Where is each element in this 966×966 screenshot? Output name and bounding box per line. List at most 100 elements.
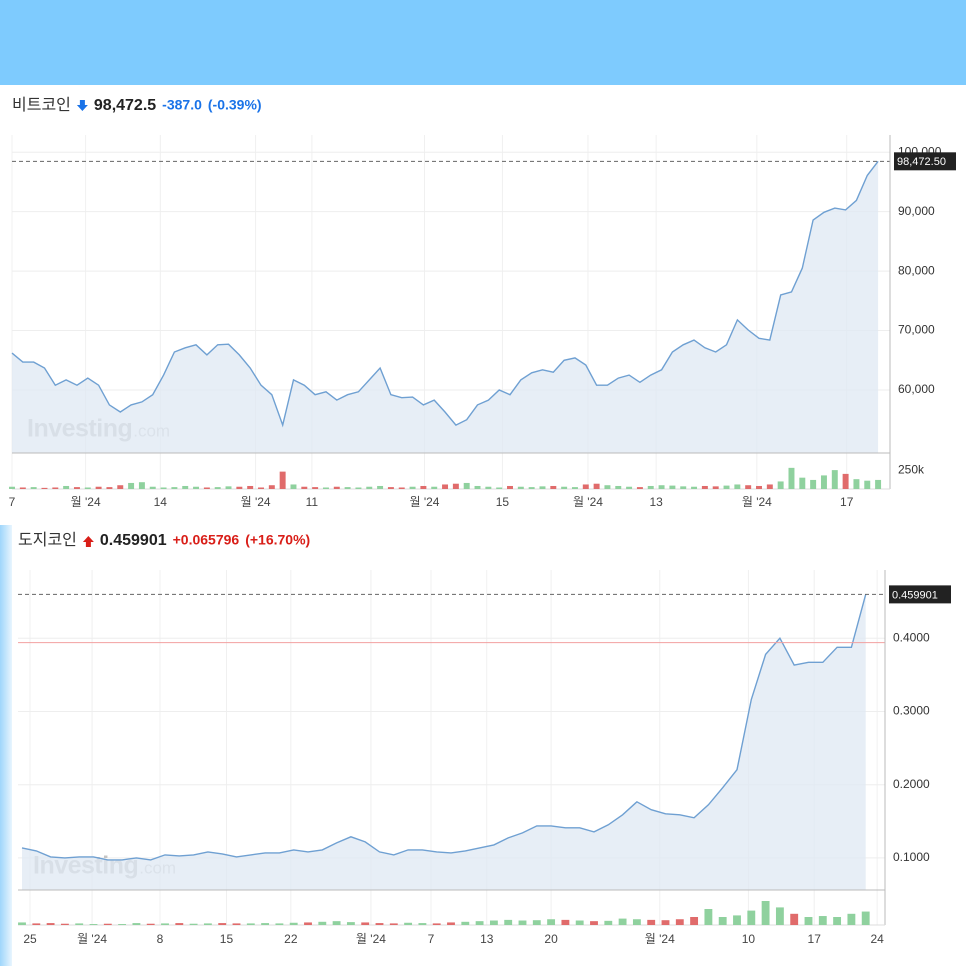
x-tick-label: 13	[649, 495, 663, 509]
volume-bar	[452, 483, 459, 489]
volume-bar	[318, 921, 327, 925]
volume-tick-label: 250k	[898, 462, 925, 476]
volume-bar	[690, 917, 699, 925]
volume-bar	[820, 475, 827, 489]
volume-bar	[496, 487, 503, 489]
x-tick-label: 월 '24	[77, 932, 107, 946]
price-area	[22, 594, 866, 890]
volume-bar	[149, 486, 156, 489]
volume-bar	[528, 487, 535, 489]
x-tick-label: 월 '24	[645, 932, 675, 946]
volume-bar	[790, 913, 799, 925]
volume-bar	[175, 923, 184, 925]
volume-bar	[810, 479, 817, 489]
price-line	[11, 160, 879, 428]
volume-bar	[261, 923, 270, 925]
volume-bar	[463, 482, 470, 489]
volume-bar	[103, 923, 112, 925]
volume-bar	[332, 921, 341, 925]
change-percent: (+16.70%)	[245, 532, 310, 548]
volume-bar	[30, 487, 37, 489]
volume-bar	[636, 487, 643, 489]
price-area	[12, 161, 879, 454]
volume-bar	[507, 485, 513, 489]
volume-bar	[366, 486, 373, 489]
volume-bar	[766, 484, 773, 489]
volume-bar	[387, 487, 394, 489]
volume-bar	[236, 486, 243, 489]
volume-bar	[590, 921, 598, 925]
y-tick-label: 0.2000	[893, 777, 930, 791]
x-tick-label: 10	[742, 932, 756, 946]
x-tick-label: 월 '24	[356, 932, 386, 946]
volume-bar	[19, 487, 26, 489]
volume-bar	[218, 923, 227, 925]
volume-bar	[246, 923, 255, 925]
volume-bar	[447, 922, 455, 925]
volume-bar	[117, 485, 124, 489]
volume-bar	[52, 487, 59, 489]
volume-bar	[171, 487, 178, 489]
volume-bar	[539, 486, 546, 489]
volume-bar	[203, 487, 210, 489]
volume-bar	[712, 486, 719, 489]
volume-bar	[788, 467, 795, 489]
volume-bar	[626, 486, 633, 489]
volume-bar	[701, 485, 708, 489]
x-tick-label: 17	[808, 932, 822, 946]
volume-bar	[106, 487, 113, 489]
volume-bar	[75, 923, 84, 925]
volume-bar	[95, 486, 102, 489]
volume-bar	[861, 911, 870, 925]
y-tick-label: 60,000	[898, 382, 935, 396]
x-tick-label: 11	[306, 495, 319, 509]
price-tag	[894, 152, 956, 171]
volume-bar	[718, 917, 727, 925]
volume-bar	[289, 922, 298, 925]
volume-bar	[409, 486, 416, 489]
volume-bar	[9, 486, 15, 489]
x-tick-label: 월 '24	[241, 495, 271, 509]
volume-bar	[799, 477, 806, 489]
top-banner	[0, 0, 966, 85]
volume-bar	[355, 487, 362, 489]
volume-bar	[691, 486, 698, 489]
x-tick-label: 17	[840, 495, 854, 509]
y-tick-label: 90,000	[898, 204, 935, 218]
change-percent: (-0.39%)	[208, 97, 262, 113]
volume-bar	[647, 919, 656, 925]
x-tick-label: 7	[9, 495, 16, 509]
volume-bar	[818, 916, 827, 925]
volume-bar	[532, 920, 541, 925]
change: -387.0	[162, 97, 202, 113]
volume-bar	[875, 479, 882, 489]
volume-bar	[304, 922, 312, 925]
volume-bar	[615, 485, 622, 489]
volume-bar	[18, 922, 26, 925]
volume-bar	[182, 485, 189, 489]
volume-bar	[593, 483, 600, 489]
volume-bar	[377, 485, 384, 489]
volume-bar	[398, 487, 405, 489]
volume-bar	[203, 923, 212, 925]
volume-bar	[290, 484, 297, 489]
x-tick-label: 25	[23, 932, 37, 946]
volume-bar	[128, 482, 135, 489]
volume-bar	[475, 921, 484, 925]
volume-bar	[561, 486, 568, 489]
price-tag-label: 98,472.50	[897, 156, 946, 168]
volume-bar	[389, 923, 398, 925]
coin-name: 도지코인	[18, 531, 77, 549]
x-tick-label: 15	[220, 932, 234, 946]
volume-bar	[582, 484, 589, 489]
volume-bar	[160, 487, 167, 489]
volume-bar	[517, 486, 524, 489]
x-tick-label: 8	[157, 932, 164, 946]
volume-bar	[747, 910, 756, 925]
price-tag-label: 0.459901	[892, 589, 938, 601]
volume-bar	[547, 919, 556, 925]
volume-bar	[847, 913, 856, 925]
volume-bar	[561, 919, 570, 925]
price-line	[21, 594, 867, 861]
price: 0.459901	[100, 532, 167, 549]
